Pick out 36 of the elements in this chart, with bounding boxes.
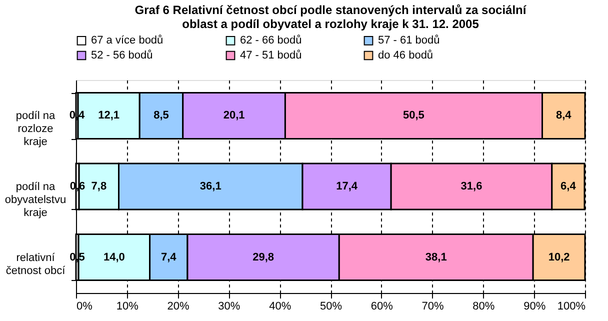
data-label: 29,8 bbox=[252, 251, 274, 264]
legend-label: do 46 bodů bbox=[378, 50, 434, 62]
x-tick-label: 80% bbox=[472, 300, 495, 312]
x-tick-label: 0% bbox=[76, 300, 93, 312]
data-label: 50,5 bbox=[403, 110, 424, 122]
x-tick-label: 20% bbox=[167, 300, 190, 312]
data-label: 8,4 bbox=[556, 110, 572, 122]
legend-label: 62 - 66 bodů bbox=[240, 34, 302, 47]
x-tick-label: 70% bbox=[422, 300, 444, 312]
data-label: 38,1 bbox=[425, 251, 447, 264]
data-label: 7,4 bbox=[160, 251, 178, 264]
chart-title: Graf 6 Relativní četnost obcí podle stanovených intervalů za sociální oblast a podíl obyvatel a rozlohy kraje k 31. 12. 2005 bbox=[134, 3, 527, 31]
x-tick-label: 60% bbox=[370, 300, 394, 312]
data-label: 36,1 bbox=[200, 180, 222, 192]
data-label: 14,0 bbox=[103, 251, 125, 264]
legend-label: 52 - 56 bodů bbox=[91, 50, 153, 62]
x-tick-label: 100% bbox=[557, 300, 586, 312]
y-tick-label: relativní četnost obcí bbox=[6, 252, 66, 277]
data-label: 6,4 bbox=[560, 180, 577, 192]
x-tick-label: 50% bbox=[320, 300, 342, 312]
y-tick-label: podíl na obyvatelstvu kraje bbox=[4, 181, 66, 219]
data-label: 8,5 bbox=[154, 110, 169, 122]
x-tick-label: 30% bbox=[218, 300, 240, 312]
data-label: 20,1 bbox=[223, 110, 245, 122]
legend-label: 57 - 61 bodů bbox=[378, 34, 440, 47]
x-tick-label: 40% bbox=[269, 300, 292, 312]
data-label: 7,8 bbox=[91, 180, 107, 192]
data-label: 31,6 bbox=[460, 180, 482, 192]
x-tick-label: 10% bbox=[116, 300, 139, 312]
data-label: 10,2 bbox=[548, 251, 570, 264]
legend-label: 67 a více bodů bbox=[91, 34, 164, 47]
legend-label: 47 - 51 bodů bbox=[240, 50, 302, 62]
y-tick-label: podíl na rozloze kraje bbox=[16, 110, 56, 148]
data-label: 12,1 bbox=[98, 110, 120, 122]
x-tick-label: 90% bbox=[524, 300, 546, 312]
data-label: 17,4 bbox=[336, 180, 358, 192]
